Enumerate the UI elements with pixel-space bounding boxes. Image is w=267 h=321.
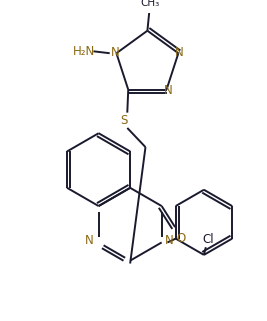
Text: N: N [164,84,173,97]
Text: N: N [165,234,174,247]
Text: N: N [175,46,184,59]
Text: H₂N: H₂N [73,45,95,58]
Text: O: O [176,232,186,245]
Text: N: N [111,46,120,59]
Text: Cl: Cl [202,233,214,246]
Text: N: N [85,234,93,247]
Text: CH₃: CH₃ [141,0,160,8]
Text: S: S [121,114,128,127]
